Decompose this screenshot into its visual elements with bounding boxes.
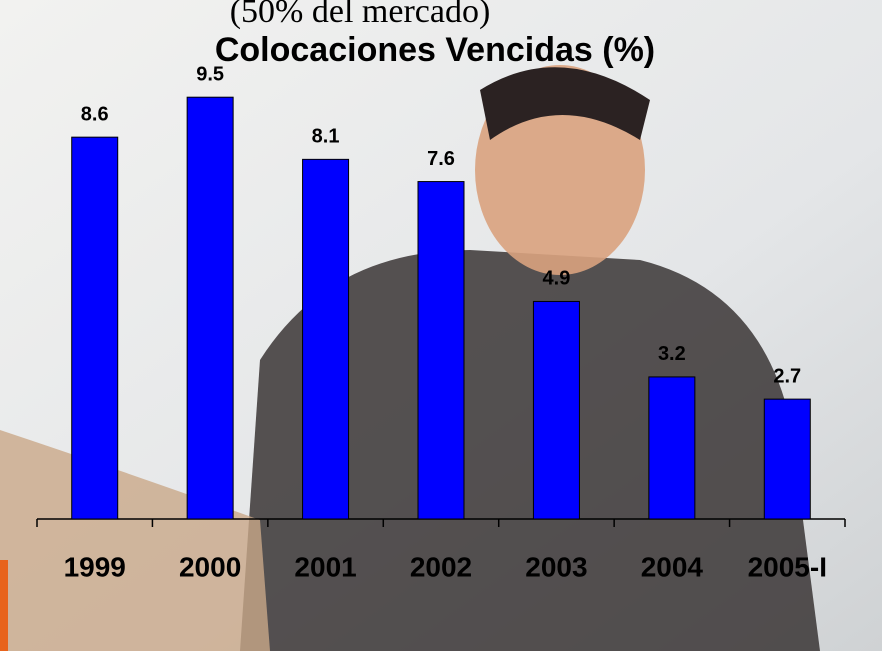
data-label: 9.5	[196, 63, 224, 85]
data-label: 7.6	[427, 148, 455, 170]
x-tick-label: 2000	[179, 551, 241, 582]
bar	[532, 300, 580, 520]
photo-suit	[240, 250, 820, 651]
x-tick-label: 2005-I	[748, 551, 827, 582]
x-tick-label: 2002	[410, 551, 472, 582]
bar	[302, 158, 350, 520]
data-label: 4.9	[543, 268, 571, 290]
data-label: 3.2	[658, 343, 686, 365]
chart-title: Colocaciones Vencidas (%)	[215, 31, 655, 69]
bar	[648, 376, 696, 520]
accent-strip	[0, 560, 8, 651]
bar	[71, 136, 119, 520]
data-label: 2.7	[773, 365, 801, 387]
bar	[186, 96, 234, 520]
data-label: 8.6	[81, 103, 109, 125]
photo-hand	[0, 430, 270, 651]
x-tick-label: 1999	[64, 551, 126, 582]
x-tick-label: 2003	[525, 551, 587, 582]
bar	[417, 181, 465, 520]
bar	[763, 398, 811, 520]
x-tick-label: 2004	[641, 551, 704, 582]
x-tick-label: 2001	[294, 551, 356, 582]
subtitle: (50% del mercado)	[230, 0, 491, 30]
photo-hair	[480, 67, 650, 140]
data-label: 8.1	[312, 126, 340, 148]
